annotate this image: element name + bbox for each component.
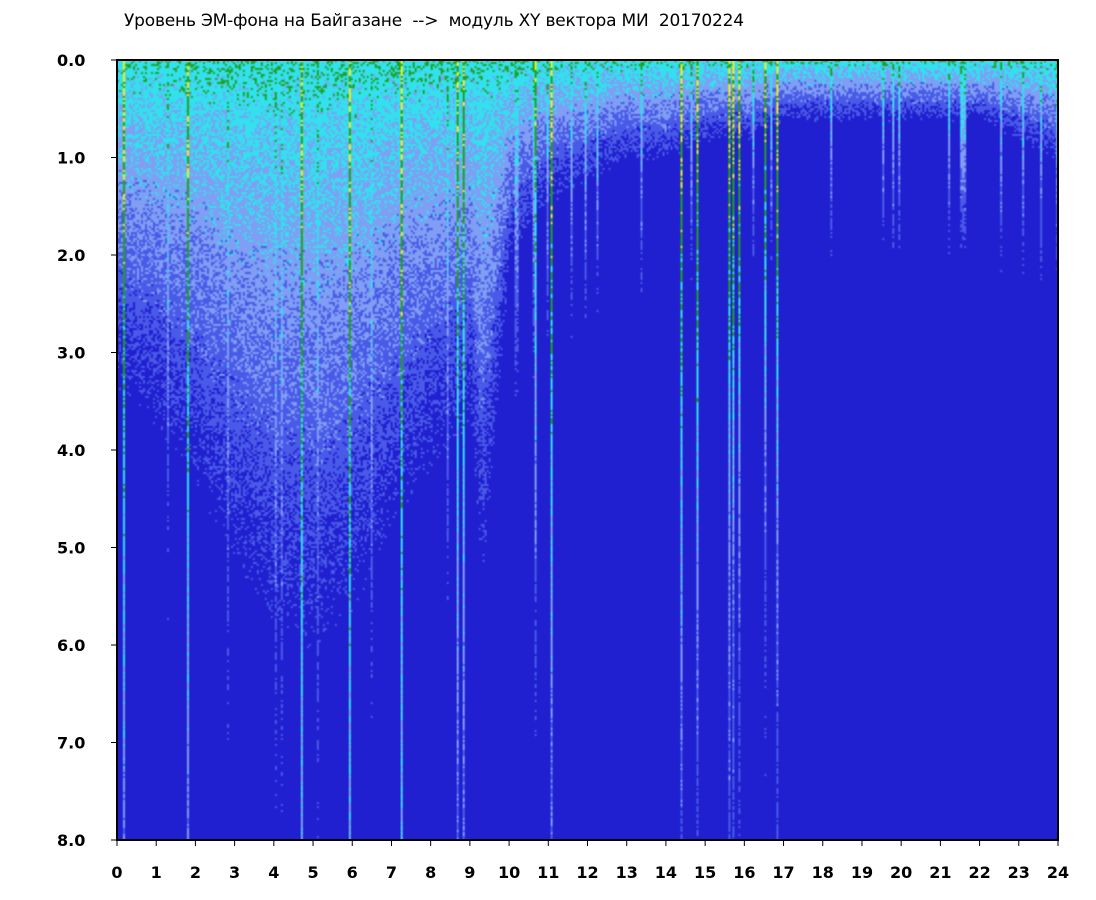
x-tick-label: 17 <box>772 863 794 882</box>
y-axis: 0.0 1.0 2.0 3.0 4.0 5.0 6.0 7.0 8.0 <box>57 51 117 850</box>
x-tick-label: 4 <box>268 863 279 882</box>
y-tick-label: 5.0 <box>57 539 85 558</box>
y-tick-label: 2.0 <box>57 246 85 265</box>
x-tick-label: 18 <box>812 863 834 882</box>
plot-area <box>116 59 1059 841</box>
x-tick-label: 21 <box>929 863 951 882</box>
x-tick-label: 8 <box>425 863 436 882</box>
x-tick-label: 6 <box>347 863 358 882</box>
x-tick-label: 13 <box>616 863 638 882</box>
x-tick-label: 10 <box>498 863 520 882</box>
y-tick-label: 3.0 <box>57 344 85 363</box>
x-axis: 0 1 2 3 4 5 6 7 8 9 10 11 12 13 14 15 16 17 18 19 20 21 22 23 24 <box>111 840 1069 882</box>
x-tick-label: 0 <box>111 863 122 882</box>
x-tick-label: 1 <box>151 863 162 882</box>
chart-title: Уровень ЭМ-фона на Байгазане --> модуль … <box>124 11 744 31</box>
y-tick-label: 4.0 <box>57 441 85 460</box>
x-tick-label: 22 <box>968 863 990 882</box>
x-tick-label: 9 <box>464 863 475 882</box>
x-tick-label: 23 <box>1008 863 1030 882</box>
x-tick-label: 12 <box>576 863 598 882</box>
x-tick-label: 11 <box>537 863 559 882</box>
y-tick-label: 1.0 <box>57 149 85 168</box>
x-tick-label: 16 <box>733 863 755 882</box>
x-tick-label: 7 <box>386 863 397 882</box>
x-tick-label: 14 <box>655 863 677 882</box>
x-tick-label: 20 <box>890 863 912 882</box>
x-tick-label: 15 <box>694 863 716 882</box>
x-tick-label: 24 <box>1047 863 1069 882</box>
x-tick-label: 3 <box>229 863 240 882</box>
y-tick-label: 7.0 <box>57 734 85 753</box>
heatmap-image <box>117 60 1058 840</box>
y-tick-label: 0.0 <box>57 51 85 70</box>
x-tick-label: 19 <box>851 863 873 882</box>
y-tick-label: 6.0 <box>57 636 85 655</box>
y-tick-label: 8.0 <box>57 831 85 850</box>
x-tick-label: 2 <box>190 863 201 882</box>
x-tick-label: 5 <box>307 863 318 882</box>
